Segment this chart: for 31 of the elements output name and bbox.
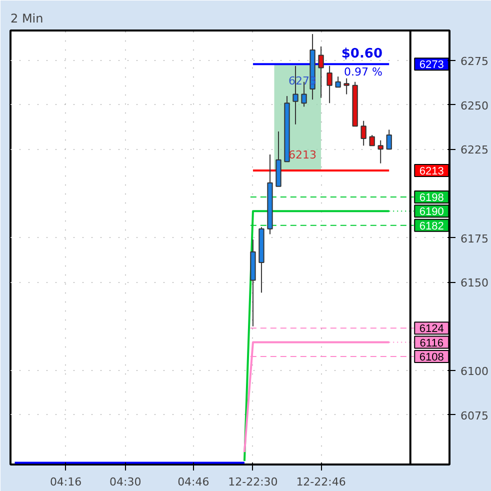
candlestick [335,76,341,88]
candlestick [369,134,375,146]
y-tick-label: 6150 [460,276,488,290]
ref-line-label: 6124 [419,323,444,336]
y-tick-label: 6250 [460,99,488,112]
candlestick [378,140,384,164]
x-tick-label: 04:30 [110,476,142,488]
y-tick-label: 6275 [460,55,488,68]
y-tick-label: 6100 [460,365,488,378]
x-tick-label: 12-22:30 [228,476,278,488]
data-label: 6190 [419,206,444,218]
candlestick [344,78,350,95]
chart-title: 2 Min [10,12,44,26]
ref-line-label: 6182 [419,220,444,232]
candlestick [318,46,324,98]
ref-line-label: 6198 [419,192,444,204]
x-tick-label: 04:16 [50,476,82,488]
y-tick-label: 6075 [460,409,488,422]
y-tick-label: 6225 [460,144,488,157]
candlestick [326,65,332,104]
ref-line-label: 6273 [419,59,444,72]
y-tick-label: 6175 [460,232,488,246]
x-tick-label: 04:46 [178,476,210,488]
ref-line-label: 6213 [419,165,444,178]
data-label: 6116 [420,337,444,350]
annotation: $0.60 [341,46,383,62]
annotation: 0.97 % [344,66,383,78]
candlestick [386,129,392,150]
x-tick-label: 12-22:46 [296,476,346,488]
ref-line-label: 6108 [419,351,444,364]
candlestick [360,120,366,146]
